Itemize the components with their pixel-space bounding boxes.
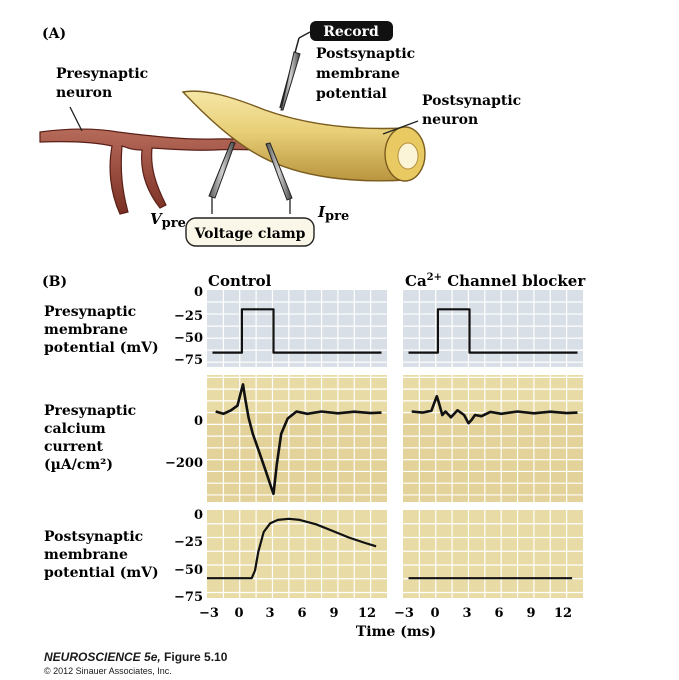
control-pre-potential-trace [212,308,382,354]
row2-tick-200: −200 [165,456,203,471]
panel-a-label: (A) [42,26,66,42]
control-post-potential-trace [207,517,377,580]
x-tick-control-9: 9 [329,606,338,621]
x-tick-blocker-3: 3 [462,606,471,621]
x-tick-blocker-12: 12 [554,606,572,621]
plot-control-row3-bg [207,510,387,598]
voltage-clamp-box: Voltage clamp [185,217,315,247]
x-tick-control-0: 0 [234,606,243,621]
postsynaptic-potential-label: Postsynaptic membrane potential [316,46,420,102]
presynaptic-neuron-illustration [39,128,301,215]
presynaptic-neuron-label: Presynaptic neuron [56,66,153,101]
x-tick-blocker-6: 6 [494,606,503,621]
row1-tick-0: 0 [194,285,203,300]
row1-tick-50: −50 [174,331,203,346]
x-tick-blocker-9: 9 [526,606,535,621]
control-title: Control [208,272,272,290]
blocker-calcium-current-trace [411,394,578,425]
figure-caption-copyright: © 2012 Sinauer Associates, Inc. [44,666,172,676]
row3-label: Postsynaptic membrane potential (mV) [44,529,159,581]
caption-figure: Figure 5.10 [164,650,228,664]
caption-book: NEUROSCIENCE 5e, [44,650,161,664]
blocker-title: Ca2+ Channel blocker [405,272,586,290]
recording-pipette [279,31,311,111]
presynaptic-leader-line [69,106,83,132]
x-tick-control-3: 3 [265,606,274,621]
vpre-pipette [208,141,236,214]
row3-tick-50: −50 [174,563,203,578]
plot-control-row1-bg [207,290,387,367]
row3-tick-75: −75 [174,590,203,605]
x-axis-label: Time (ms) [356,624,436,640]
plot-blocker-row2-bg [403,375,583,502]
plot-blocker-row3-bg [403,510,583,598]
row1-label: Presynaptic membrane potential (mV) [44,304,159,356]
voltage-clamp-label: Voltage clamp [194,226,306,242]
record-label: Record [323,24,379,40]
blocker-pre-potential-trace [408,308,578,354]
row2-label: Presynaptic calcium current (µA/cm²) [44,403,141,473]
x-tick-blocker-0: 0 [430,606,439,621]
control-calcium-current-band [207,412,387,502]
panel-b: (B) Control Ca2+ Channel blocker Presyna… [42,272,586,640]
panel-a: (A) Record [39,21,526,247]
row2-tick-0: 0 [194,414,203,429]
row1-tick-25: −25 [174,309,203,324]
row3-tick-0: 0 [194,508,203,523]
control-calcium-current-trace [215,383,382,496]
x-tick-control-12: 12 [358,606,376,621]
figure-caption-title: NEUROSCIENCE 5e, Figure 5.10 [44,650,227,664]
blocker-calcium-current-band [403,412,583,502]
postsynaptic-neuron-illustration [181,90,426,182]
row1-tick-75: −75 [174,353,203,368]
ipre-pipette [265,142,293,214]
plot-control-row2-bg [207,375,387,502]
traces-layer [207,308,578,580]
postsynaptic-leader-line [382,120,419,135]
plot-blocker-row1-bg [403,290,583,367]
row3-tick-25: −25 [174,535,203,550]
x-tick-control-m3: −3 [199,606,219,621]
x-tick-blocker-m3: −3 [394,606,414,621]
vpre-label: Vpre [150,210,186,231]
record-badge: Record [310,21,393,41]
x-tick-control-6: 6 [297,606,306,621]
panel-b-label: (B) [42,274,67,290]
ipre-label: Ipre [317,203,349,224]
postsynaptic-neuron-label: Postsynaptic neuron [422,93,526,128]
